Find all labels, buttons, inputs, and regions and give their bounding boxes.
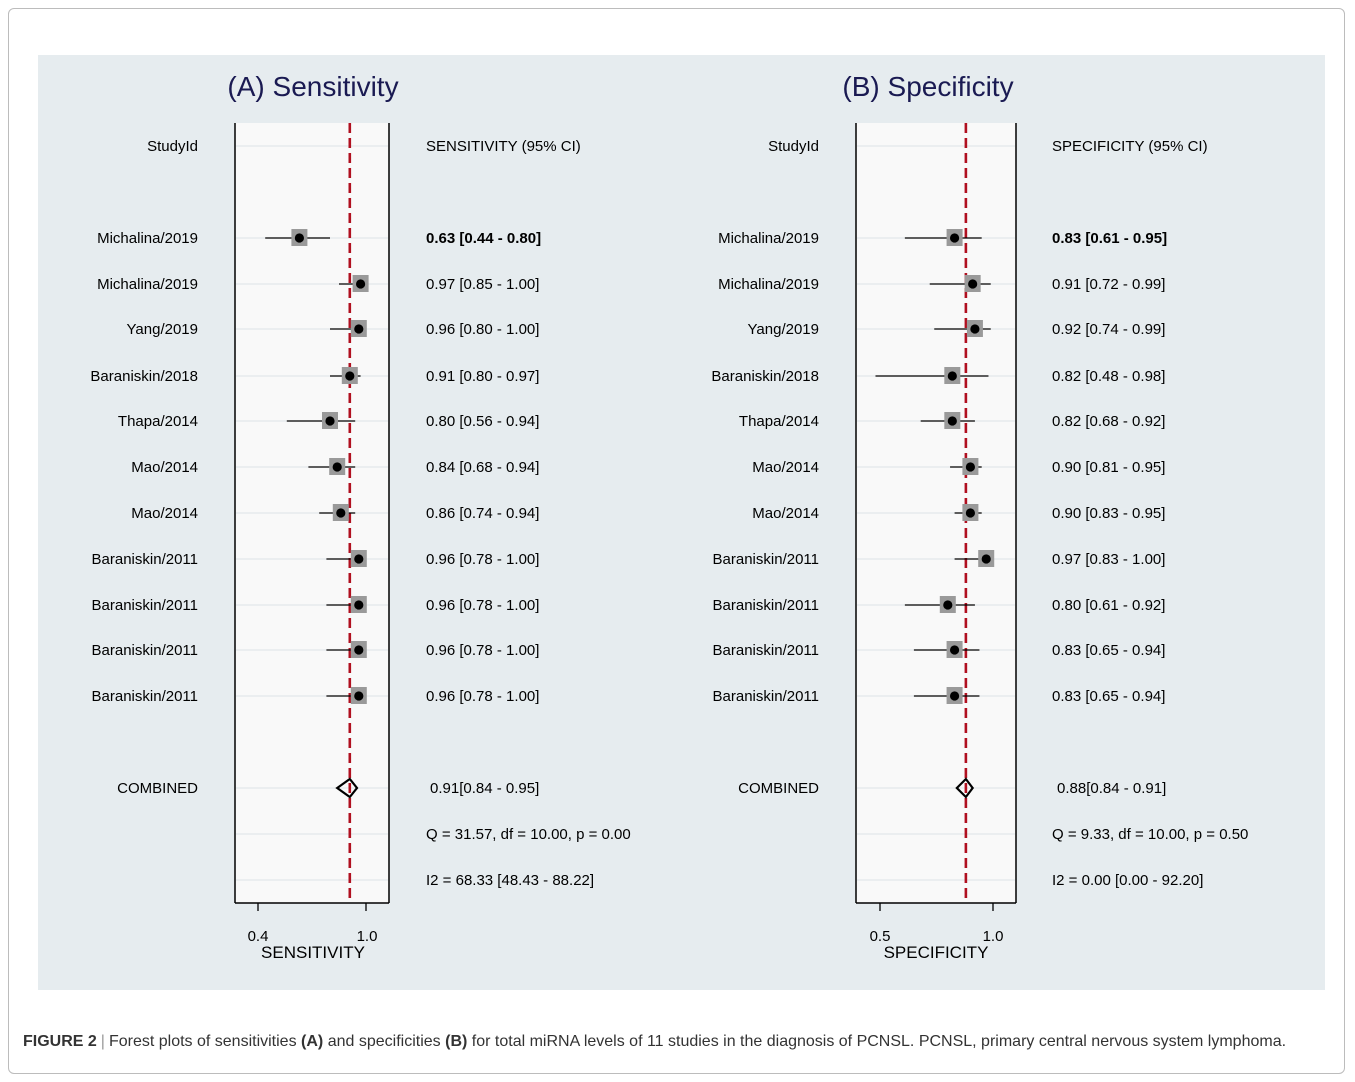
sensitivity-x-tick-label: 0.4 [248,928,269,945]
specificity-point-estimate [947,416,957,426]
specificity-study-value: 0.91 [0.72 - 0.99] [1052,276,1165,293]
specificity-study-value: 0.80 [0.61 - 0.92] [1052,597,1165,614]
sensitivity-study-name: Michalina/2019 [97,230,198,247]
caption-text-3: for total miRNA levels of 11 studies in … [471,1033,1287,1050]
sensitivity-study-name: Baraniskin/2011 [92,597,198,614]
figure-caption: FIGURE 2 | Forest plots of sensitivities (… [23,1030,1323,1054]
sensitivity-study-name: Thapa/2014 [118,413,198,430]
sensitivity-point-estimate [336,508,346,518]
specificity-study-name: Michalina/2019 [718,230,819,247]
specificity-study-name: Baraniskin/2011 [713,551,819,568]
sensitivity-point-estimate [354,600,364,610]
sensitivity-study-value: 0.63 [0.44 - 0.80] [426,230,541,247]
sensitivity-point-estimate [356,279,366,289]
specificity-point-estimate [949,691,960,701]
sensitivity-point-estimate [332,462,342,472]
specificity-study-name: Baraniskin/2018 [711,368,819,385]
sensitivity-study-value: 0.91 [0.80 - 0.97] [426,368,539,385]
specificity-study-name: Mao/2014 [752,505,819,522]
sensitivity-study-value: 0.96 [0.78 - 1.00] [426,642,539,659]
sensitivity-study-col-header: StudyId [147,138,198,155]
specificity-i2-statistic: I2 = 0.00 [0.00 - 92.20] [1052,872,1203,889]
specificity-study-name: Baraniskin/2011 [713,688,819,705]
specificity-study-value: 0.92 [0.74 - 0.99] [1052,321,1165,338]
sensitivity-x-tick-label: 1.0 [357,928,378,945]
specificity-x-tick-label: 1.0 [983,928,1004,945]
sensitivity-study-value: 0.96 [0.80 - 1.00] [426,321,539,338]
sensitivity-study-name: Mao/2014 [131,459,198,476]
sensitivity-study-value: 0.97 [0.85 - 1.00] [426,276,539,293]
specificity-point-estimate [947,371,957,381]
sensitivity-study-name: Baraniskin/2011 [92,642,198,659]
sensitivity-study-value: 0.80 [0.56 - 0.94] [426,413,539,430]
sensitivity-study-value: 0.96 [0.78 - 1.00] [426,597,539,614]
specificity-study-col-header: StudyId [768,138,819,155]
specificity-point-estimate [949,645,960,655]
specificity-study-value: 0.90 [0.81 - 0.95] [1052,459,1165,476]
caption-text-1: Forest plots of sensitivities [108,1033,297,1050]
specificity-q-statistic: Q = 9.33, df = 10.00, p = 0.50 [1052,826,1248,843]
specificity-study-name: Yang/2019 [748,321,819,338]
sensitivity-study-name: Baraniskin/2018 [90,368,198,385]
specificity-point-estimate [981,554,991,564]
specificity-study-value: 0.83 [0.65 - 0.94] [1052,688,1165,705]
specificity-title: (B) Specificity [842,71,1013,102]
specificity-point-estimate [968,279,978,289]
sensitivity-point-estimate [354,691,364,701]
sensitivity-study-value: 0.84 [0.68 - 0.94] [426,459,539,476]
specificity-study-name: Baraniskin/2011 [713,642,819,659]
sensitivity-i2-statistic: I2 = 68.33 [48.43 - 88.22] [426,872,594,889]
sensitivity-point-estimate [325,416,335,426]
specificity-point-estimate [970,324,980,334]
sensitivity-combined-value: 0.91[0.84 - 0.95] [430,780,539,797]
specificity-x-tick-label: 0.5 [870,928,891,945]
specificity-study-value: 0.83 [0.65 - 0.94] [1052,642,1165,659]
caption-separator: | [100,1033,105,1050]
specificity-study-value: 0.97 [0.83 - 1.00] [1052,551,1165,568]
sensitivity-study-name: Michalina/2019 [97,276,198,293]
sensitivity-study-value: 0.86 [0.74 - 0.94] [426,505,539,522]
sensitivity-study-name: Mao/2014 [131,505,198,522]
specificity-x-axis-label: SPECIFICITY [884,943,989,962]
sensitivity-study-value: 0.96 [0.78 - 1.00] [426,551,539,568]
sensitivity-study-name: Baraniskin/2011 [92,688,198,705]
caption-a-label: (A) [301,1033,324,1050]
sensitivity-point-estimate [354,645,364,655]
specificity-value-col-header: SPECIFICITY (95% CI) [1052,138,1208,155]
sensitivity-point-estimate [354,554,364,564]
specificity-combined-value: 0.88[0.84 - 0.91] [1057,780,1166,797]
sensitivity-combined-diamond [335,777,359,799]
specificity-study-name: Thapa/2014 [739,413,819,430]
sensitivity-study-name: Yang/2019 [127,321,198,338]
specificity-study-name: Michalina/2019 [718,276,819,293]
specificity-study-name: Baraniskin/2011 [713,597,819,614]
sensitivity-study-value: 0.96 [0.78 - 1.00] [426,688,539,705]
sensitivity-combined-label: COMBINED [117,780,198,797]
specificity-study-name: Mao/2014 [752,459,819,476]
sensitivity-point-estimate [294,233,304,243]
specificity-combined-diamond [955,777,975,799]
sensitivity-q-statistic: Q = 31.57, df = 10.00, p = 0.00 [426,826,631,843]
figure-frame [8,8,1345,1074]
specificity-point-estimate [949,233,960,243]
caption-text-2: and specificities [327,1033,441,1050]
sensitivity-title: (A) Sensitivity [227,71,398,102]
specificity-study-value: 0.82 [0.68 - 0.92] [1052,413,1165,430]
specificity-point-estimate [943,600,953,610]
sensitivity-x-axis-label: SENSITIVITY [261,943,365,962]
sensitivity-point-estimate [345,371,355,381]
caption-b-label: (B) [445,1033,468,1050]
specificity-point-estimate [965,462,976,472]
sensitivity-point-estimate [354,324,364,334]
specificity-study-value: 0.90 [0.83 - 0.95] [1052,505,1165,522]
caption-figure-label: FIGURE 2 [23,1033,97,1050]
specificity-combined-label: COMBINED [738,780,819,797]
specificity-study-value: 0.82 [0.48 - 0.98] [1052,368,1165,385]
sensitivity-value-col-header: SENSITIVITY (95% CI) [426,138,581,155]
sensitivity-study-name: Baraniskin/2011 [92,551,198,568]
specificity-study-value: 0.83 [0.61 - 0.95] [1052,230,1167,247]
specificity-point-estimate [965,508,976,518]
